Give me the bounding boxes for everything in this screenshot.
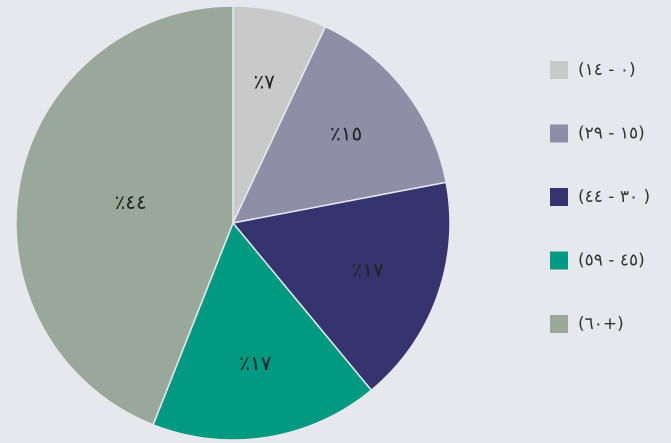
slice-label: ٪٧ (254, 70, 276, 94)
pie-slice (231, 181, 451, 392)
slice-label: ٪١٥ (330, 122, 362, 146)
legend-label: (٤٤ - ٣٠ ) (578, 187, 650, 207)
legend-swatch (550, 251, 568, 270)
pie-slice (152, 221, 373, 441)
legend-label: (٥٩ - ٤٥) (578, 251, 645, 271)
slice-label: ٪١٧ (352, 258, 384, 282)
pie-slice (15, 5, 234, 426)
legend-label: (٦٠+) (578, 314, 624, 334)
slice-label: ٪٤٤ (115, 190, 147, 214)
legend-label: (٢٩ - ١٥) (578, 124, 645, 144)
slice-label: ٪١٧ (239, 351, 271, 375)
legend-swatch (550, 188, 568, 206)
legend-swatch (550, 124, 568, 143)
pie-slice (231, 25, 448, 225)
legend-label: (١٤ - ٠) (578, 60, 636, 80)
legend-swatch (550, 61, 568, 79)
legend-swatch (550, 315, 568, 333)
